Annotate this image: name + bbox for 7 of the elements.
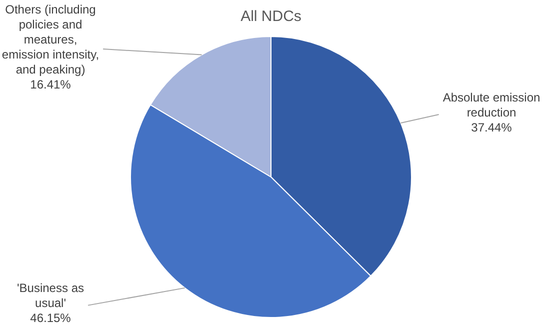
- slice-label: Absolute emission reduction: [442, 90, 540, 120]
- slice-label: 'Business as usual': [17, 281, 84, 310]
- chart-title: All NDCs: [240, 8, 302, 26]
- slice-label: Others (including policies and meatures, emission intensity, and peaking): [2, 2, 100, 76]
- data-label: 16.41%: [30, 77, 72, 92]
- data-label: 46.15%: [30, 311, 72, 326]
- data-label: 37.44%: [471, 120, 512, 134]
